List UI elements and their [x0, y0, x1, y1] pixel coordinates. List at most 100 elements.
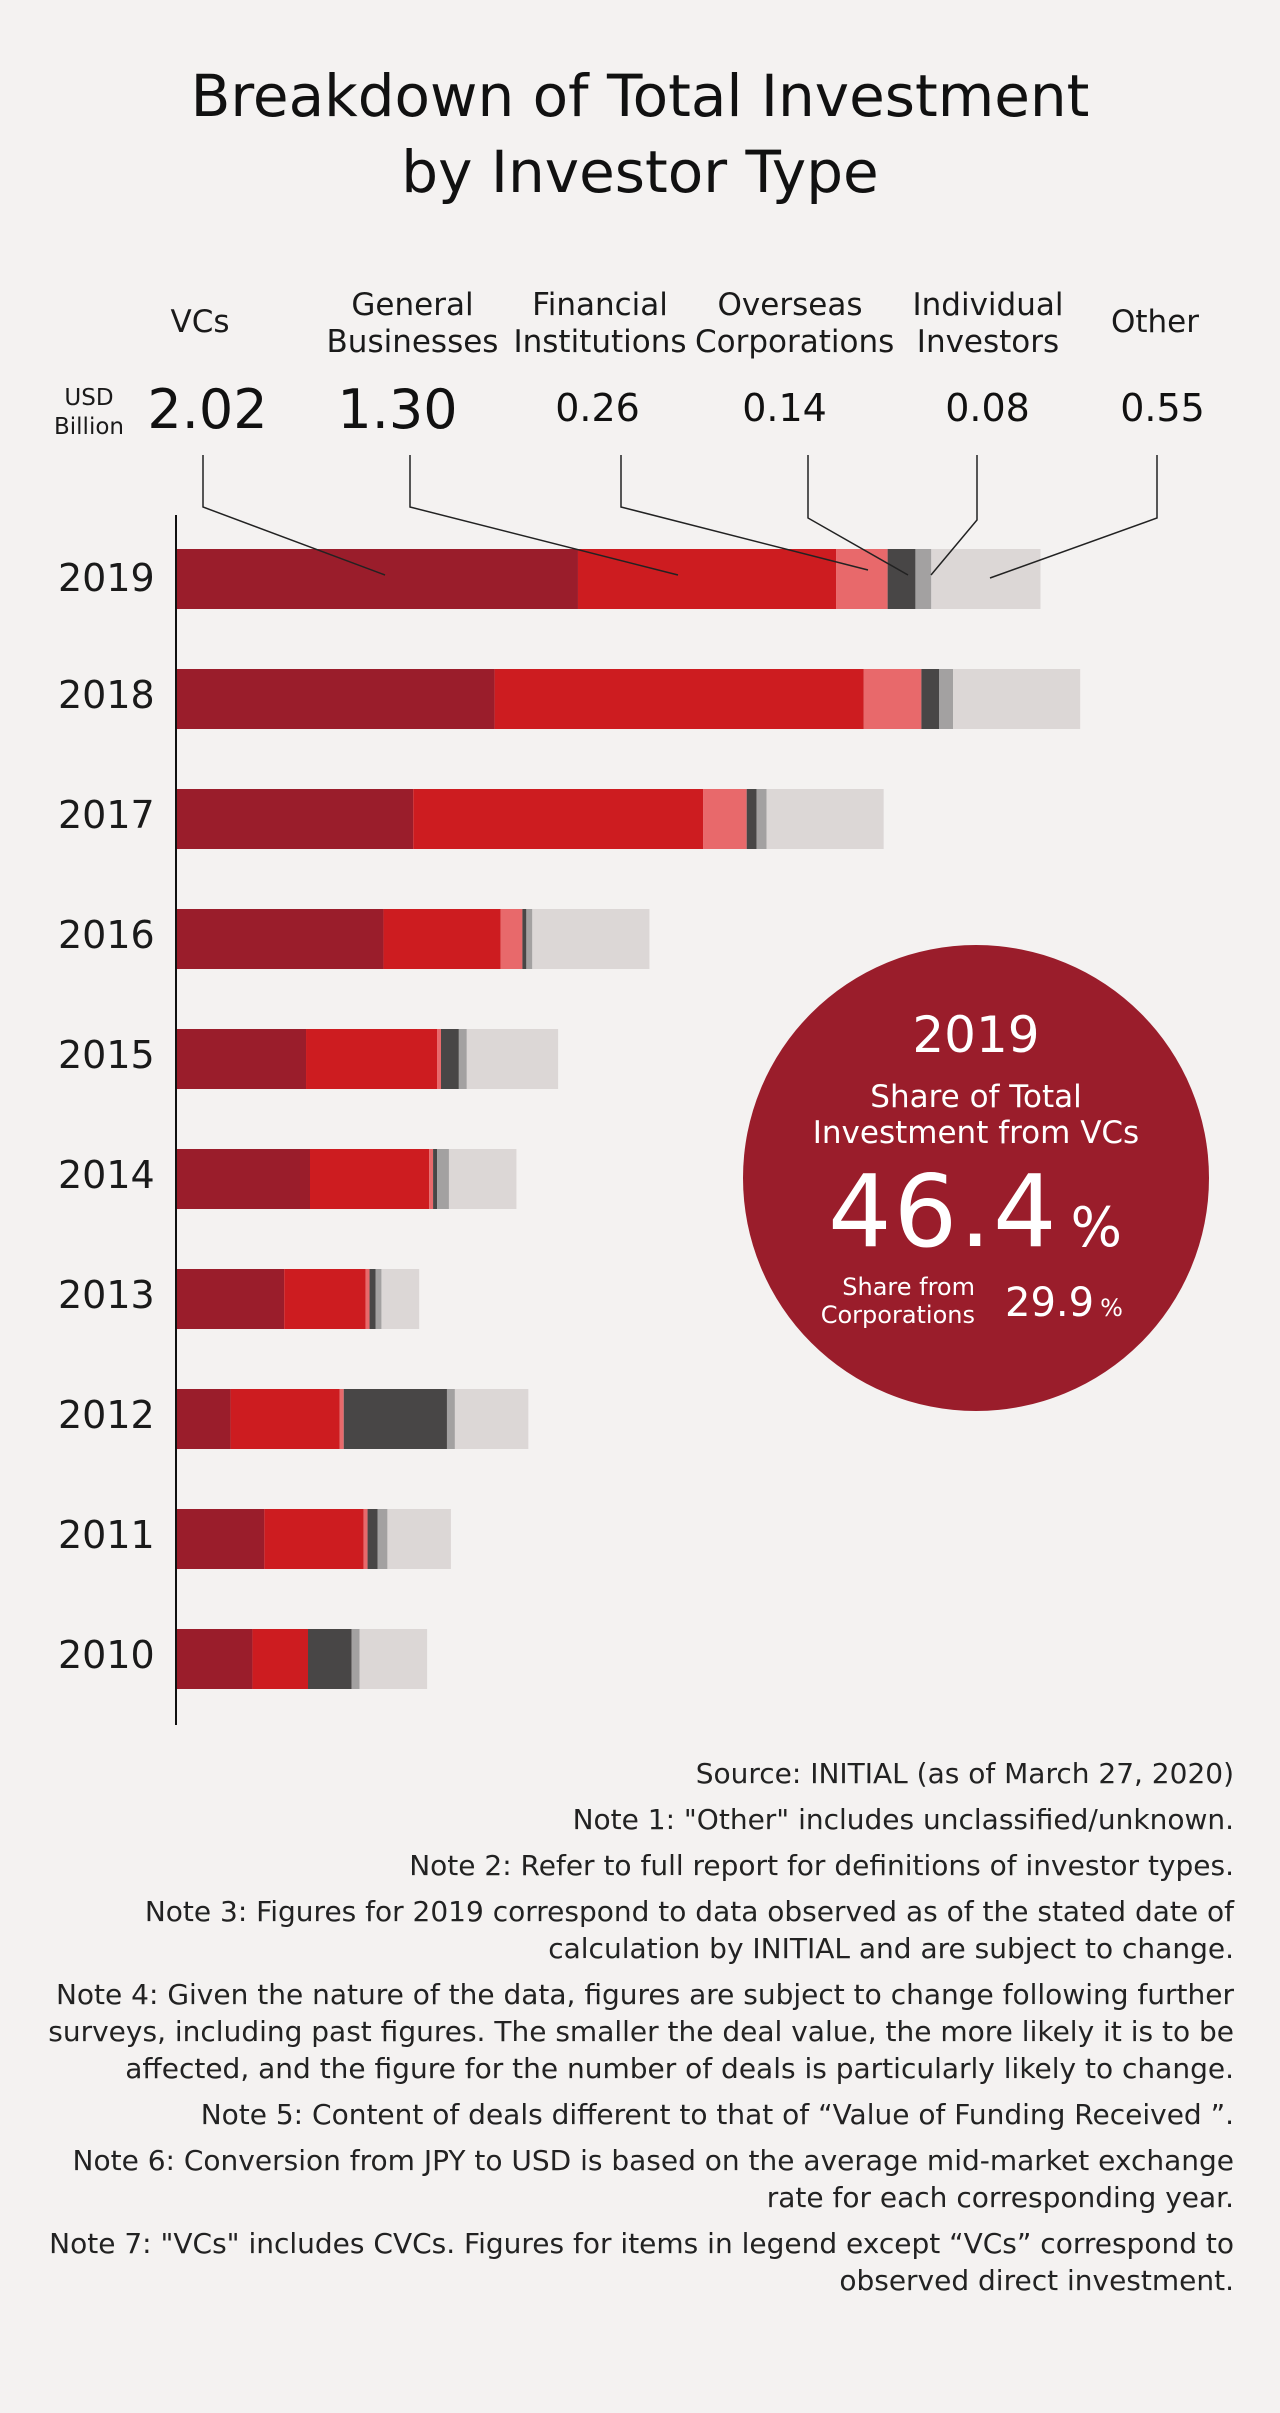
highlight-circle: 2019 Share of Total Investment from VCs …	[743, 945, 1209, 1411]
bar-2012-individual-investors	[446, 1389, 455, 1449]
year-label-2019: 2019	[58, 556, 155, 600]
bar-2013-overseas-corporations	[369, 1269, 376, 1329]
note-6: Note 6: Conversion from JPY to USD is ba…	[72, 2144, 1234, 2214]
leader-line-general-businesses	[409, 455, 679, 576]
legend-name-other: Other	[1090, 304, 1220, 341]
legend-value-other: 0.55	[1120, 386, 1205, 430]
unit-label: USD Billion	[46, 384, 132, 442]
bar-2010-overseas-corporations	[308, 1629, 352, 1689]
title-line-1: Breakdown of Total Investment	[190, 62, 1090, 130]
bar-2013-other	[381, 1269, 420, 1329]
legend-name-line: VCs	[170, 304, 230, 340]
note-7: Note 7: "VCs" includes CVCs. Figures for…	[49, 2227, 1234, 2297]
legend-name-line: Other	[1110, 304, 1200, 340]
bar-2010-vcs	[177, 1629, 253, 1689]
bar-2016-overseas-corporations	[522, 909, 527, 969]
highlight-sub-value-number: 29.9	[1005, 1280, 1095, 1326]
legend-value-general-businesses: 1.30	[337, 378, 458, 441]
bar-2017-other	[766, 789, 884, 849]
highlight-value-number: 46.4	[828, 1153, 1059, 1270]
legend-leader-lines	[202, 455, 1158, 579]
bar-2019-individual-investors	[915, 549, 932, 609]
bar-2016-general-businesses	[383, 909, 501, 969]
note-1: Note 1: "Other" includes unclassified/un…	[572, 1803, 1234, 1836]
bar-2018-financial-institutions	[863, 669, 922, 729]
bar-2013-general-businesses	[284, 1269, 366, 1329]
legend-name-line: Financial	[532, 287, 668, 323]
bar-2019-overseas-corporations	[887, 549, 916, 609]
bar-2014-financial-institutions	[429, 1149, 434, 1209]
bar-2016-other	[532, 909, 650, 969]
leader-line-individual-investors	[930, 455, 978, 576]
bar-2015-general-businesses	[306, 1029, 438, 1089]
bar-2017-financial-institutions	[703, 789, 747, 849]
source-note: Source: INITIAL (as of March 27, 2020)	[695, 1757, 1234, 1790]
bar-2019-financial-institutions	[836, 549, 888, 609]
title-line-2: by Investor Type	[401, 138, 879, 206]
year-label-2013: 2013	[58, 1273, 155, 1317]
highlight-sub-value-percent: %	[1100, 1294, 1123, 1322]
legend-value-individual-investors: 0.08	[945, 386, 1030, 430]
year-label-2010: 2010	[58, 1633, 155, 1677]
legend-name-line: Overseas	[717, 287, 863, 323]
legend-name-line: General	[351, 287, 474, 323]
bar-2018-individual-investors	[939, 669, 954, 729]
chart-title: Breakdown of Total Investment by Investo…	[0, 58, 1280, 210]
highlight-sub-line-2: Corporations	[820, 1301, 975, 1329]
year-label-2018: 2018	[58, 673, 155, 717]
bar-2016-vcs	[177, 909, 384, 969]
legend-name-line: Investors	[916, 324, 1060, 360]
legend-name-financial-institutions: Financial Institutions	[510, 287, 690, 361]
legend-name-vcs: VCs	[140, 304, 260, 341]
bar-2015-individual-investors	[458, 1029, 467, 1089]
bar-2018-general-businesses	[494, 669, 864, 729]
bar-2017-general-businesses	[413, 789, 704, 849]
bar-2013-financial-institutions	[365, 1269, 370, 1329]
bar-2018-vcs	[177, 669, 495, 729]
leader-line-financial-institutions	[620, 455, 869, 571]
legend-name-individual-investors: Individual Investors	[898, 287, 1078, 361]
highlight-sub-line-1: Share from	[842, 1273, 975, 1301]
note-3: Note 3: Figures for 2019 correspond to d…	[144, 1895, 1234, 1965]
bar-2019-other	[931, 549, 1041, 609]
bar-2011-individual-investors	[377, 1509, 388, 1569]
bar-2014-overseas-corporations	[433, 1149, 438, 1209]
legend-name-line: Institutions	[513, 324, 687, 360]
highlight-year: 2019	[912, 1006, 1040, 1064]
note-5: Note 5: Content of deals different to th…	[200, 2098, 1234, 2131]
leader-line-vcs	[202, 455, 386, 576]
stacked-bar-chart	[175, 455, 1158, 1725]
bar-2012-other	[454, 1389, 529, 1449]
legend-name-overseas-corporations: Overseas Corporations	[695, 287, 894, 361]
year-label-2012: 2012	[58, 1393, 155, 1437]
bar-2010-individual-investors	[351, 1629, 360, 1689]
year-label-2017: 2017	[58, 793, 155, 837]
bars-group	[177, 549, 1081, 1689]
bar-2012-financial-institutions	[339, 1389, 344, 1449]
bar-2013-individual-investors	[375, 1269, 382, 1329]
note-2: Note 2: Refer to full report for definit…	[409, 1849, 1234, 1882]
notes-section: Source: INITIAL (as of March 27, 2020) N…	[40, 1755, 1234, 2308]
bar-2011-general-businesses	[264, 1509, 364, 1569]
legend-value-overseas-corporations: 0.14	[742, 386, 827, 430]
bar-2010-other	[359, 1629, 428, 1689]
bar-2018-other	[953, 669, 1081, 729]
unit-line-1: USD	[64, 385, 114, 411]
year-label-2016: 2016	[58, 913, 155, 957]
bar-2014-other	[448, 1149, 517, 1209]
bar-2017-vcs	[177, 789, 414, 849]
highlight-title: Share of Total Investment from VCs	[743, 1079, 1209, 1151]
year-label-2015: 2015	[58, 1033, 155, 1077]
bar-2011-financial-institutions	[363, 1509, 368, 1569]
highlight-value-percent: %	[1070, 1196, 1124, 1259]
bar-2014-general-businesses	[310, 1149, 430, 1209]
bar-2017-overseas-corporations	[746, 789, 757, 849]
bar-2019-general-businesses	[577, 549, 837, 609]
year-label-2014: 2014	[58, 1153, 155, 1197]
highlight-value: 46.4%	[743, 1157, 1209, 1283]
bar-2016-financial-institutions	[500, 909, 523, 969]
bar-2015-vcs	[177, 1029, 307, 1089]
bar-2011-overseas-corporations	[367, 1509, 378, 1569]
bar-2013-vcs	[177, 1269, 285, 1329]
bar-2011-vcs	[177, 1509, 265, 1569]
